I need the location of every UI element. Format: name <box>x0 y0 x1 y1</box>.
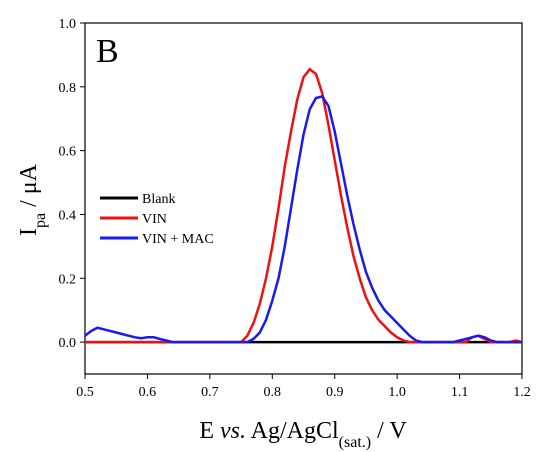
y-tick-label: 0.6 <box>59 145 77 160</box>
x-tick-label: 0.8 <box>264 385 282 400</box>
data-line <box>84 94 522 344</box>
x-tick-label: 1.0 <box>388 385 406 400</box>
x-tick-label: 0.7 <box>201 385 219 400</box>
plot-frame <box>84 22 523 375</box>
x-tick-label: 1.1 <box>451 385 469 400</box>
xlabel-part: vs. <box>220 418 246 444</box>
legend-label: VIN + MAC <box>142 232 214 247</box>
x-axis-label: E vs. Ag/AgCl(sat.) / V <box>199 418 407 451</box>
y-tick-label: 0.4 <box>59 208 77 223</box>
legend-label: Blank <box>142 192 175 207</box>
ylabel-part: I <box>16 228 42 236</box>
y-tick-label: 0.0 <box>59 336 77 351</box>
xlabel-part: / V <box>371 418 407 444</box>
x-tick-label: 1.2 <box>513 385 531 400</box>
y-tick-label: 0.2 <box>59 272 77 287</box>
xlabel-part: E <box>199 418 220 444</box>
ylabel-part: pa <box>32 213 49 228</box>
xlabel-part: Ag/AgCl <box>246 418 339 444</box>
xlabel-part: (sat.) <box>339 434 371 451</box>
y-tick-label: 1.0 <box>59 17 77 32</box>
legend-label: VIN <box>142 212 167 227</box>
x-tick-label: 0.6 <box>139 385 157 400</box>
y-axis-label: Ipa / μA <box>16 163 49 236</box>
y-tick-label: 0.8 <box>59 81 77 96</box>
panel-label: B <box>96 33 119 70</box>
x-tick-label: 0.5 <box>76 385 94 400</box>
x-tick-label: 0.9 <box>326 385 344 400</box>
ylabel-part: / μA <box>16 163 42 213</box>
